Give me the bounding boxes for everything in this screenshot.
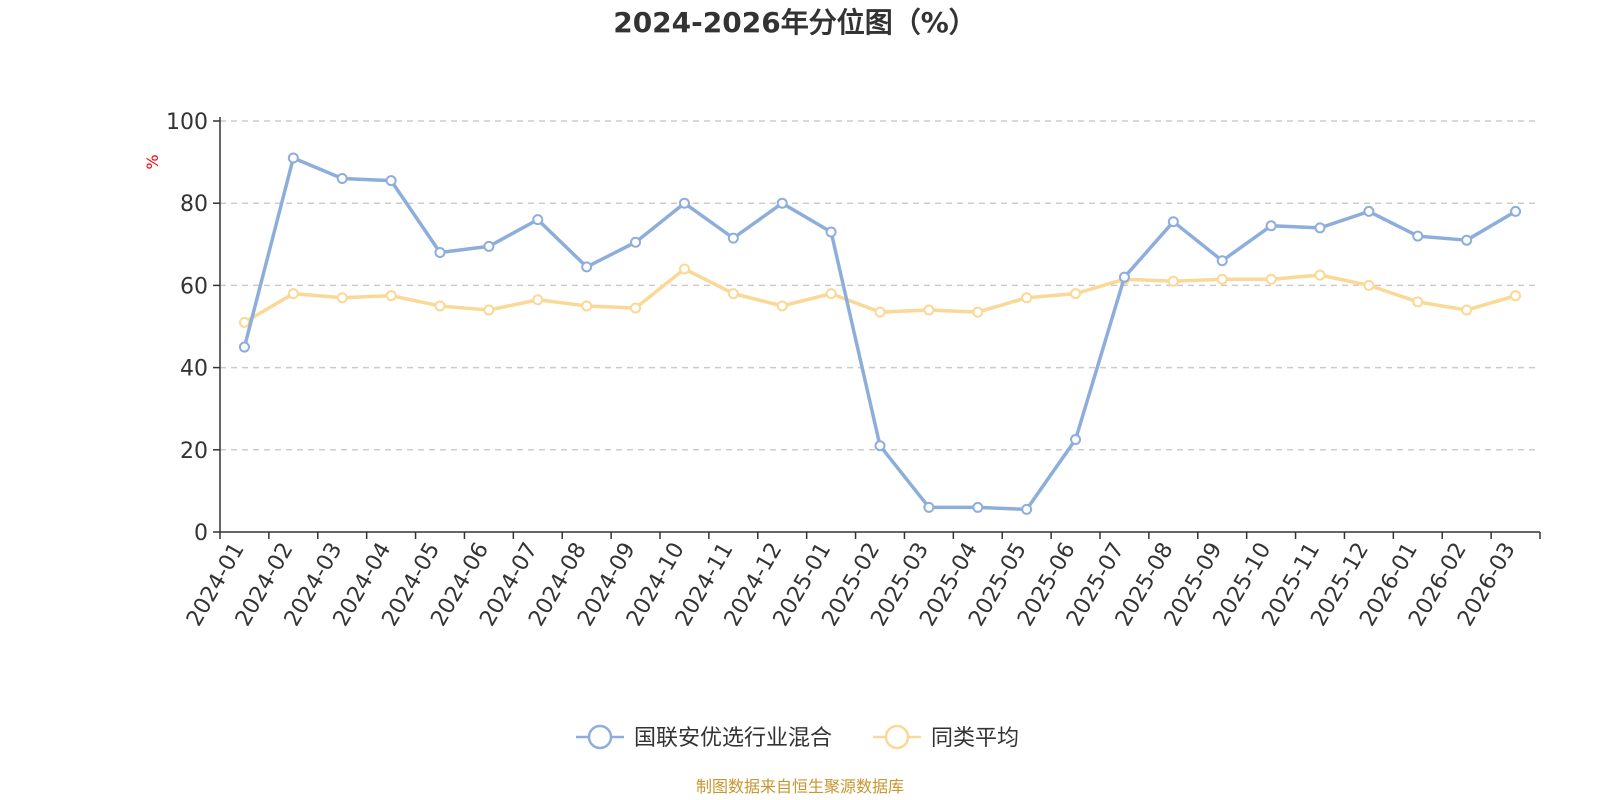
series-lines xyxy=(238,152,1522,515)
legend-marker-icon xyxy=(587,724,613,750)
data-point[interactable] xyxy=(630,236,642,248)
data-point[interactable] xyxy=(1461,234,1473,246)
data-point[interactable] xyxy=(1021,503,1033,515)
data-point[interactable] xyxy=(1510,290,1522,302)
legend-item-0[interactable]: 国联安优选行业混合 xyxy=(576,724,832,751)
grid-lines xyxy=(220,120,1540,451)
legend[interactable]: 国联安优选行业混合 同类平均 xyxy=(576,724,1019,751)
axes: 0204060801002024-012024-022024-032024-04… xyxy=(166,110,1541,631)
legend-item-1[interactable]: 同类平均 xyxy=(873,724,1019,751)
data-point[interactable] xyxy=(1265,273,1277,285)
data-point[interactable] xyxy=(874,440,886,452)
data-point[interactable] xyxy=(874,306,886,318)
data-point[interactable] xyxy=(1412,230,1424,242)
data-point[interactable] xyxy=(1314,222,1326,234)
source-note: 制图数据来自恒生聚源数据库 xyxy=(696,777,904,796)
data-point[interactable] xyxy=(1118,271,1130,283)
data-point[interactable] xyxy=(434,247,446,259)
data-point[interactable] xyxy=(434,300,446,312)
data-point[interactable] xyxy=(972,306,984,318)
data-point[interactable] xyxy=(776,197,788,209)
chart-title: 2024-2026年分位图（%） xyxy=(613,6,977,39)
y-tick-label: 100 xyxy=(166,110,208,135)
data-point[interactable] xyxy=(1070,288,1082,300)
data-point[interactable] xyxy=(1021,292,1033,304)
data-point[interactable] xyxy=(238,316,250,328)
data-point[interactable] xyxy=(1412,296,1424,308)
data-point[interactable] xyxy=(581,261,593,273)
series-line xyxy=(242,156,1517,512)
data-point[interactable] xyxy=(776,300,788,312)
series-1 xyxy=(238,263,1522,328)
legend-label: 同类平均 xyxy=(931,726,1019,751)
data-point[interactable] xyxy=(385,175,397,187)
y-tick-label: 80 xyxy=(180,192,208,217)
data-point[interactable] xyxy=(1216,255,1228,267)
data-point[interactable] xyxy=(287,152,299,164)
y-tick-label: 0 xyxy=(194,521,208,546)
data-point[interactable] xyxy=(923,304,935,316)
data-point[interactable] xyxy=(825,226,837,238)
data-point[interactable] xyxy=(483,240,495,252)
data-point[interactable] xyxy=(678,197,690,209)
data-point[interactable] xyxy=(1070,434,1082,446)
data-point[interactable] xyxy=(972,501,984,513)
data-point[interactable] xyxy=(238,341,250,353)
data-point[interactable] xyxy=(630,302,642,314)
data-point[interactable] xyxy=(727,232,739,244)
data-point[interactable] xyxy=(581,300,593,312)
data-point[interactable] xyxy=(1510,205,1522,217)
data-point[interactable] xyxy=(1216,273,1228,285)
y-tick-label: 60 xyxy=(180,274,208,299)
data-point[interactable] xyxy=(1265,220,1277,232)
data-point[interactable] xyxy=(483,304,495,316)
data-point[interactable] xyxy=(1167,216,1179,228)
y-tick-label: 20 xyxy=(180,439,208,464)
data-point[interactable] xyxy=(336,173,348,185)
data-point[interactable] xyxy=(1167,275,1179,287)
data-point[interactable] xyxy=(385,290,397,302)
y-axis-unit-label: % xyxy=(143,154,162,169)
legend-marker-icon xyxy=(884,724,910,750)
y-tick-label: 40 xyxy=(180,357,208,382)
data-point[interactable] xyxy=(532,294,544,306)
series-0 xyxy=(238,152,1522,515)
data-point[interactable] xyxy=(923,501,935,513)
data-point[interactable] xyxy=(1363,205,1375,217)
data-point[interactable] xyxy=(1314,269,1326,281)
data-point[interactable] xyxy=(1461,304,1473,316)
data-point[interactable] xyxy=(678,263,690,275)
data-point[interactable] xyxy=(727,288,739,300)
data-point[interactable] xyxy=(336,292,348,304)
data-point[interactable] xyxy=(287,288,299,300)
data-point[interactable] xyxy=(1363,279,1375,291)
legend-label: 国联安优选行业混合 xyxy=(634,726,832,751)
data-point[interactable] xyxy=(532,214,544,226)
data-point[interactable] xyxy=(825,288,837,300)
